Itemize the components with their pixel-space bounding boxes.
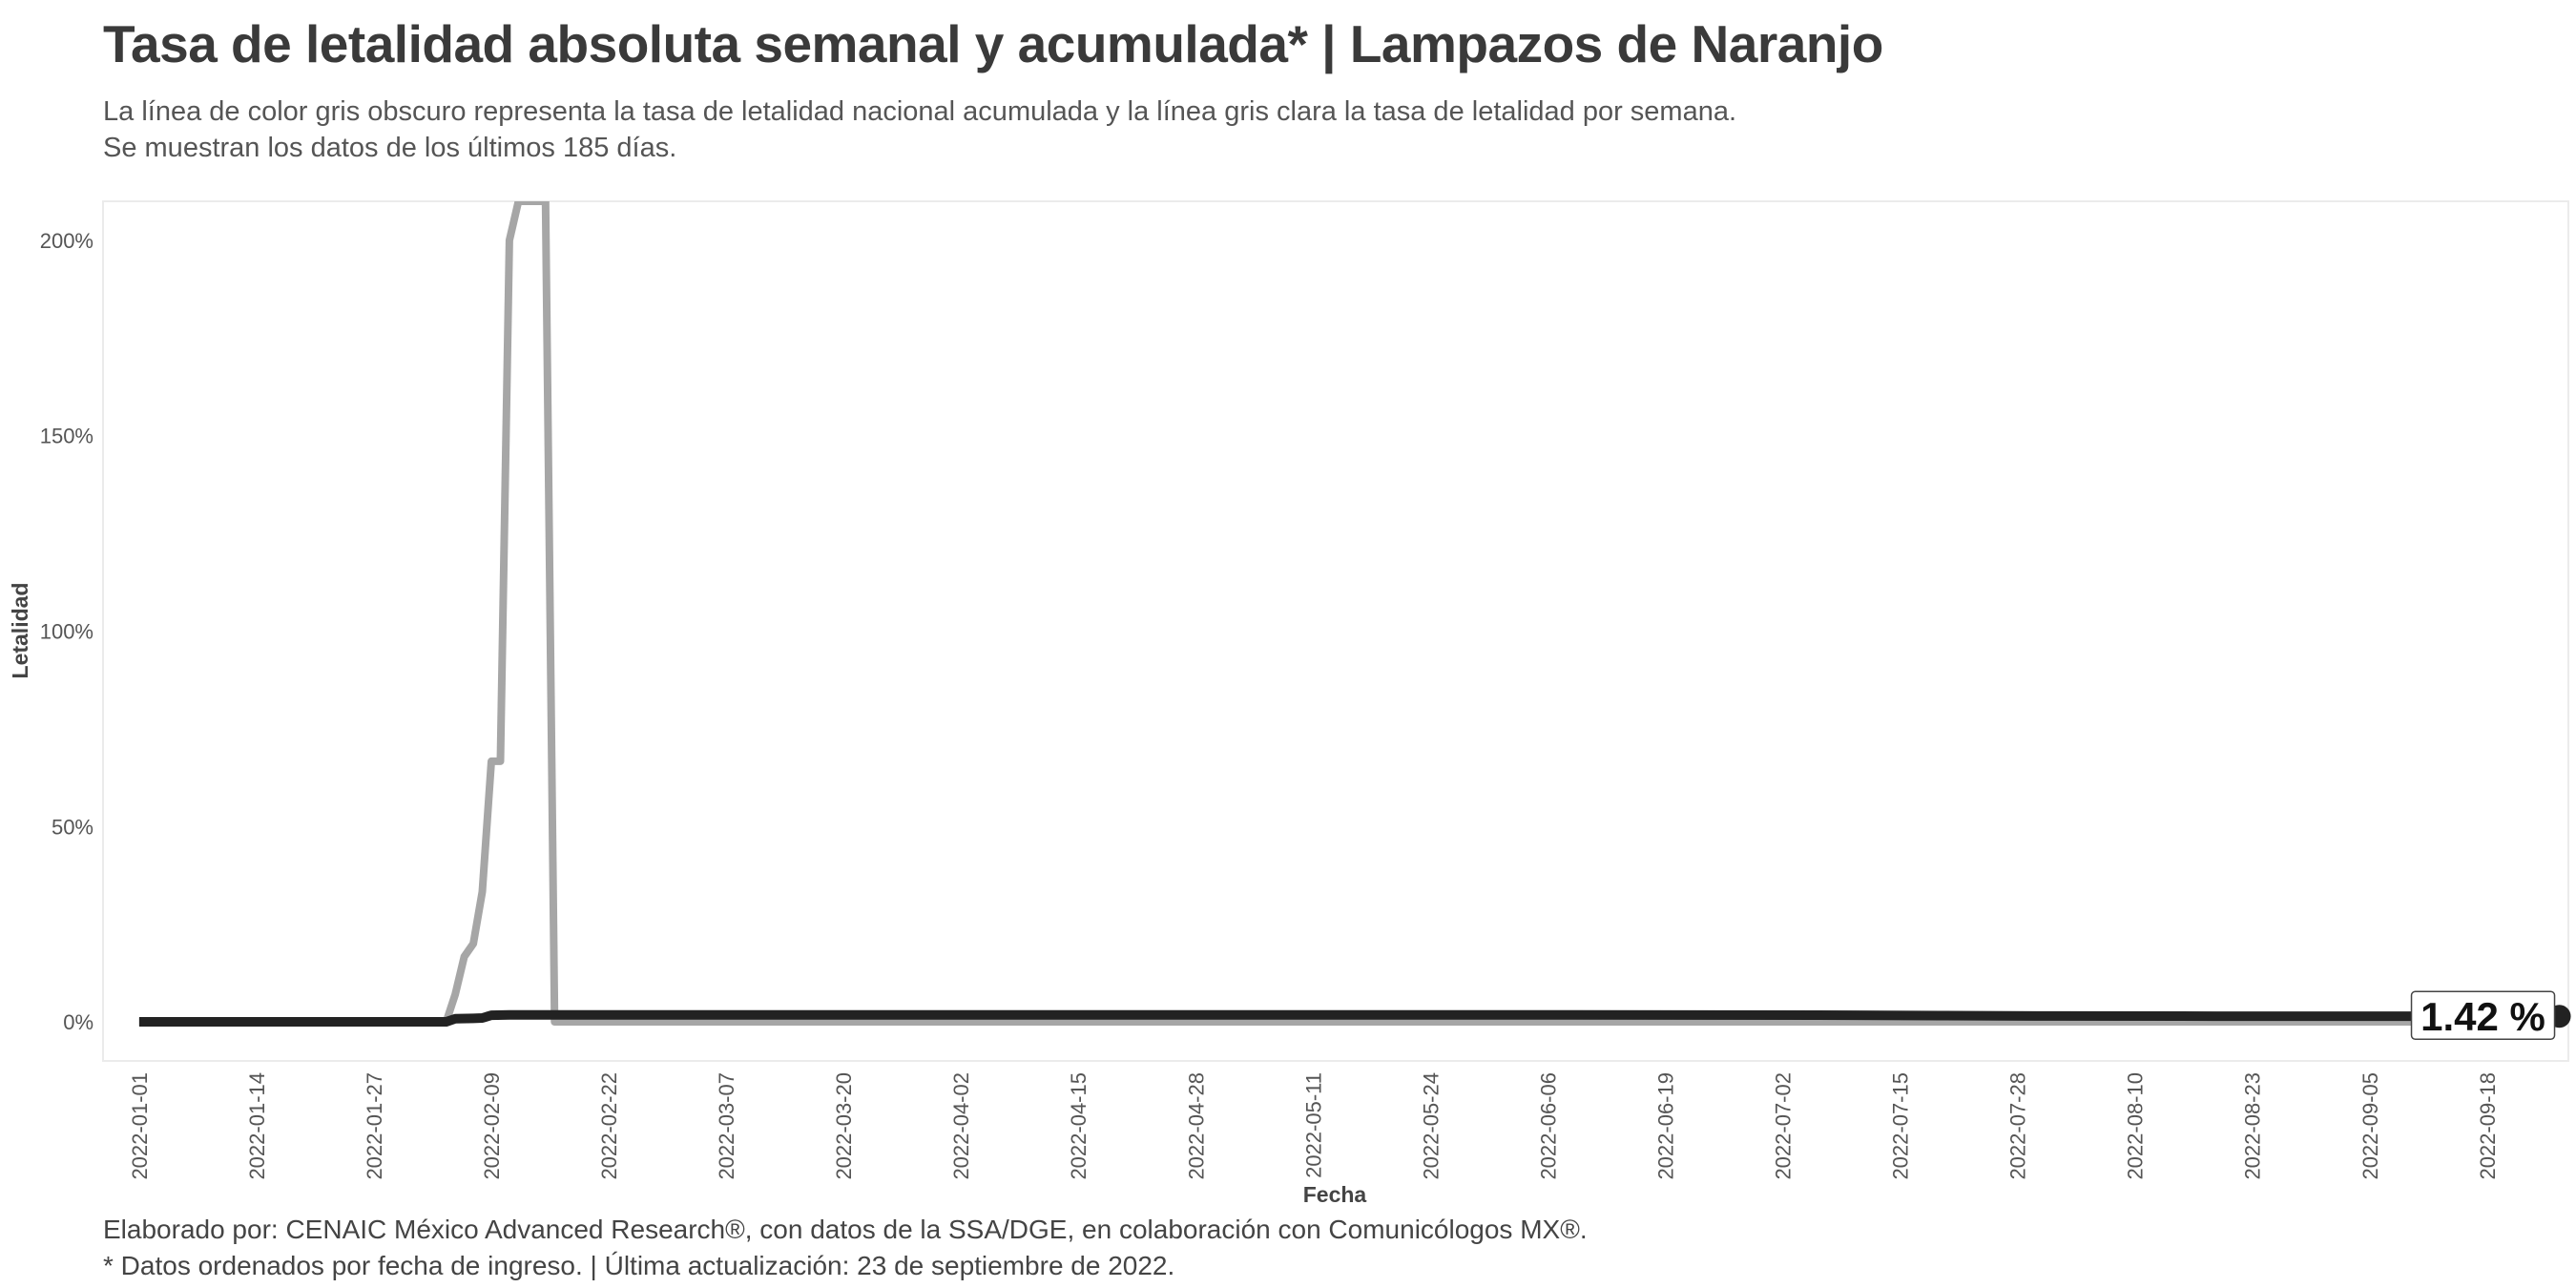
chart-title: Tasa de letalidad absoluta semanal y acu… [103, 14, 1883, 73]
x-tick-label: 2022-02-22 [597, 1072, 621, 1180]
y-tick-label: 0% [63, 1010, 93, 1034]
x-tick-label: 2022-07-02 [1772, 1072, 1796, 1180]
x-axis: 2022-01-01 2022-01-14 2022-01-27 2022-02-09… [128, 1072, 2500, 1180]
x-tick-label: 2022-01-01 [128, 1072, 152, 1180]
end-label-box [2410, 990, 2556, 1040]
subtitle-line: Se muestran los datos de los últimos 185… [103, 133, 677, 163]
chart-caption: Elaborado por: CENAIC México Advanced Re… [103, 1212, 1588, 1284]
x-tick-label: 2022-09-18 [2476, 1072, 2500, 1180]
y-axis-title: Letalidad [8, 583, 32, 679]
x-tick-label: 2022-06-19 [1653, 1072, 1677, 1180]
y-tick-label: 150% [40, 425, 93, 448]
y-tick-label: 100% [40, 620, 93, 644]
chart-subtitle: La línea de color gris obscuro represent… [103, 93, 1736, 166]
x-tick-label: 2022-04-02 [949, 1072, 973, 1180]
caption-line: * Datos ordenados por fecha de ingreso. … [103, 1251, 1175, 1280]
cumulative-rate-line [138, 1009, 2560, 1027]
x-tick-label: 2022-08-23 [2241, 1072, 2265, 1180]
x-tick-label: 2022-09-05 [2358, 1072, 2382, 1180]
x-tick-label: 2022-01-27 [363, 1072, 386, 1180]
x-tick-label: 2022-06-06 [1536, 1072, 1560, 1180]
x-tick-label: 2022-01-14 [245, 1072, 269, 1180]
series-layer [138, 201, 2560, 1027]
y-axis: 0% 50% 100% 150% 200% [40, 229, 93, 1034]
y-tick-label: 200% [40, 229, 93, 253]
subtitle-line: La línea de color gris obscuro represent… [103, 96, 1737, 127]
x-tick-label: 2022-07-28 [2006, 1072, 2030, 1180]
x-tick-label: 2022-05-24 [1419, 1072, 1443, 1180]
x-axis-title: Fecha [1303, 1182, 1367, 1207]
x-tick-label: 2022-08-10 [2124, 1072, 2148, 1180]
x-tick-label: 2022-04-28 [1184, 1072, 1208, 1180]
x-tick-label: 2022-05-11 [1301, 1072, 1325, 1178]
end-label-group: 1.42 % [2410, 990, 2571, 1040]
plot-panel [102, 200, 2569, 1062]
x-tick-label: 2022-04-15 [1067, 1072, 1091, 1180]
x-tick-label: 2022-03-07 [715, 1072, 738, 1180]
weekly-rate-line [138, 201, 2560, 1026]
x-tick-label: 2022-07-15 [1889, 1072, 1913, 1180]
x-tick-label: 2022-02-09 [480, 1072, 504, 1180]
caption-line: Elaborado por: CENAIC México Advanced Re… [103, 1215, 1588, 1244]
x-tick-label: 2022-03-20 [832, 1072, 856, 1180]
end-value-label: 1.42 % [2420, 994, 2545, 1039]
y-tick-label: 50% [52, 815, 93, 839]
